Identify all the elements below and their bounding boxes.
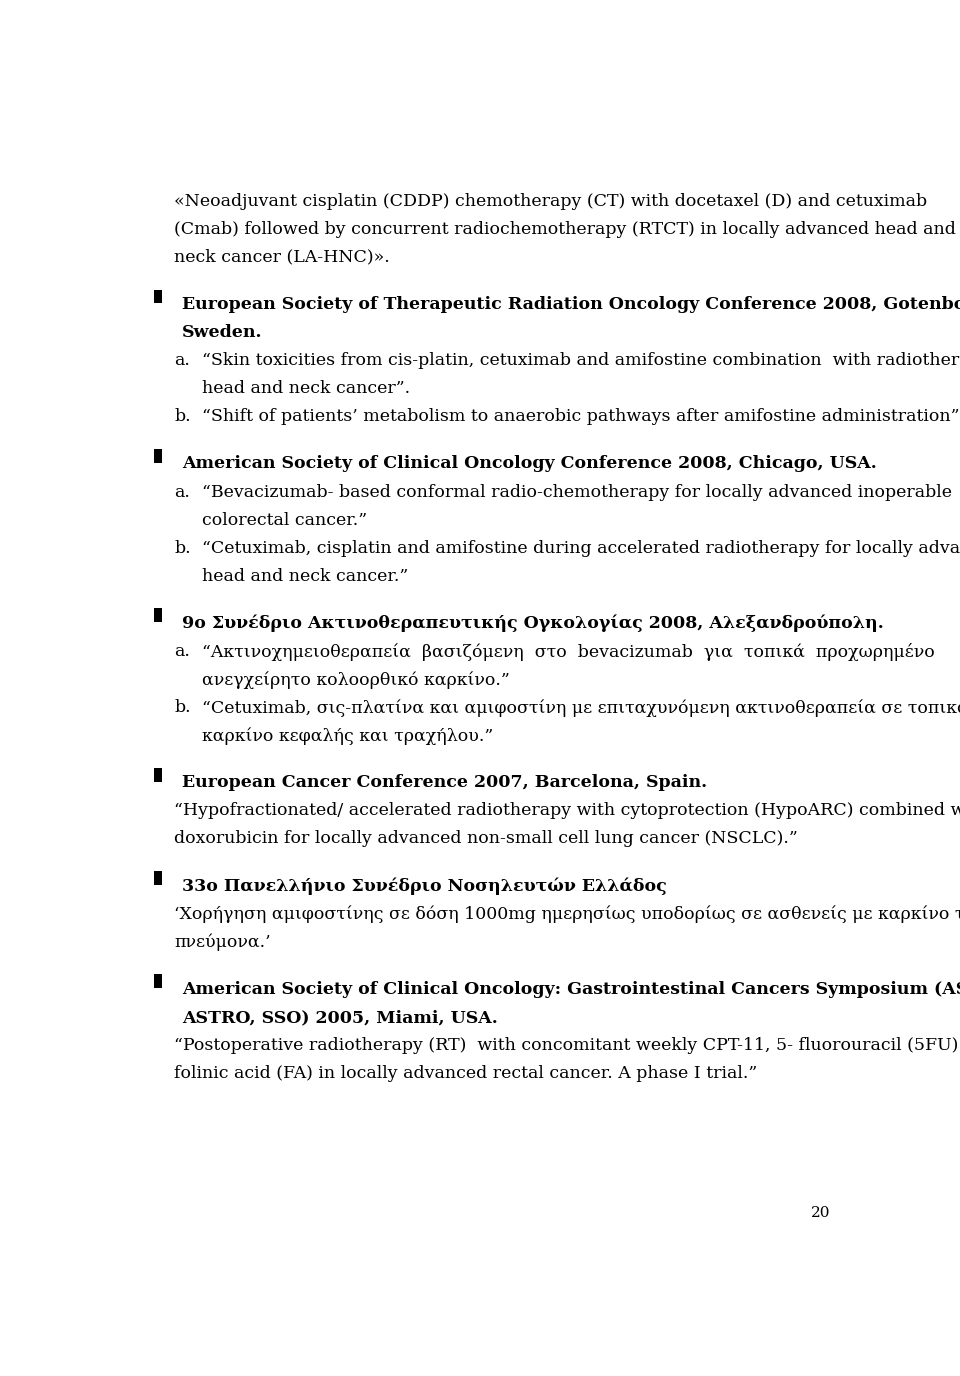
Text: ‘Χορήγηση αμιφοστίνης σε δόση 1000mg ημερησίως υποδορίως σε ασθενείς με καρκίνο : ‘Χορήγηση αμιφοστίνης σε δόση 1000mg ημε…: [175, 905, 960, 923]
Text: καρκίνο κεφαλής και τραχήλου.”: καρκίνο κεφαλής και τραχήλου.”: [202, 727, 493, 744]
Text: a.: a.: [175, 483, 190, 501]
Text: “Hypofractionated/ accelerated radiotherapy with cytoprotection (HypoARC) combin: “Hypofractionated/ accelerated radiother…: [175, 802, 960, 820]
Text: “Postoperative radiotherapy (RT)  with concomitant weekly CPT-11, 5- fluorouraci: “Postoperative radiotherapy (RT) with co…: [175, 1038, 960, 1054]
Text: head and neck cancer.”: head and neck cancer.”: [202, 568, 408, 585]
Text: a.: a.: [175, 643, 190, 660]
Text: «Neoadjuvant cisplatin (CDDP) chemotherapy (CT) with docetaxel (D) and cetuximab: «Neoadjuvant cisplatin (CDDP) chemothera…: [175, 193, 927, 209]
Text: “Shift of patients’ metabolism to anaerobic pathways after amifostine administra: “Shift of patients’ metabolism to anaero…: [202, 409, 960, 425]
Text: “Cetuximab, cisplatin and amifostine during accelerated radiotherapy for locally: “Cetuximab, cisplatin and amifostine dur…: [202, 539, 960, 557]
Bar: [155, 871, 161, 885]
Text: Sweden.: Sweden.: [181, 325, 262, 341]
Text: colorectal cancer.”: colorectal cancer.”: [202, 512, 367, 528]
Bar: [155, 974, 161, 988]
Text: b.: b.: [175, 409, 191, 425]
Text: (Cmab) followed by concurrent radiochemotherapy (RTCT) in locally advanced head : (Cmab) followed by concurrent radiochemo…: [175, 220, 956, 238]
Text: 33o Πανελλήνιο Συνέδριο Νοσηλευτών Ελλάδος: 33o Πανελλήνιο Συνέδριο Νοσηλευτών Ελλάδ…: [181, 878, 666, 896]
Text: “Bevacizumab- based conformal radio-chemotherapy for locally advanced inoperable: “Bevacizumab- based conformal radio-chem…: [202, 483, 952, 501]
Bar: [155, 289, 161, 303]
Text: ASTRO, SSO) 2005, Miami, USA.: ASTRO, SSO) 2005, Miami, USA.: [181, 1009, 497, 1026]
Text: American Society of Clinical Oncology: Gastrointestinal Cancers Symposium (ASCO,: American Society of Clinical Oncology: G…: [181, 981, 960, 998]
Text: ανεγχείρητο κολοορθικό καρκίνο.”: ανεγχείρητο κολοορθικό καρκίνο.”: [202, 671, 510, 689]
Text: b.: b.: [175, 699, 191, 716]
Text: b.: b.: [175, 539, 191, 557]
Text: 9o Συνέδριο Ακτινοθεραπευτικής Ογκολογίας 2008, Αλεξανδρούπολη.: 9o Συνέδριο Ακτινοθεραπευτικής Ογκολογία…: [181, 615, 883, 633]
Bar: [155, 608, 161, 622]
Text: American Society of Clinical Oncology Conference 2008, Chicago, USA.: American Society of Clinical Oncology Co…: [181, 455, 876, 472]
Text: “Skin toxicities from cis-platin, cetuximab and amifostine combination  with rad: “Skin toxicities from cis-platin, cetuxi…: [202, 352, 960, 369]
Text: a.: a.: [175, 352, 190, 369]
Text: European Cancer Conference 2007, Barcelona, Spain.: European Cancer Conference 2007, Barcelo…: [181, 775, 707, 791]
Text: πνεύμονα.’: πνεύμονα.’: [175, 934, 271, 951]
Text: “Cetuximab, σις-πλατίνα και αμιφοστίνη με επιταχυνόμενη ακτινοθεραπεία σε τοπικά: “Cetuximab, σις-πλατίνα και αμιφοστίνη μ…: [202, 699, 960, 717]
Text: doxorubicin for locally advanced non-small cell lung cancer (NSCLC).”: doxorubicin for locally advanced non-sma…: [175, 831, 798, 848]
Bar: [155, 449, 161, 462]
Bar: [155, 768, 161, 782]
Text: European Society of Therapeutic Radiation Oncology Conference 2008, Gotenborg,: European Society of Therapeutic Radiatio…: [181, 296, 960, 312]
Text: head and neck cancer”.: head and neck cancer”.: [202, 380, 410, 398]
Text: 20: 20: [811, 1205, 830, 1219]
Text: folinic acid (FA) in locally advanced rectal cancer. A phase I trial.”: folinic acid (FA) in locally advanced re…: [175, 1065, 757, 1082]
Text: “Ακτινοχημειοθεραπεία  βασιζόμενη  στο  bevacizumab  για  τοπικά  προχωρημένο: “Ακτινοχημειοθεραπεία βασιζόμενη στο bev…: [202, 643, 935, 660]
Text: neck cancer (LA-HNC)».: neck cancer (LA-HNC)».: [175, 249, 390, 266]
